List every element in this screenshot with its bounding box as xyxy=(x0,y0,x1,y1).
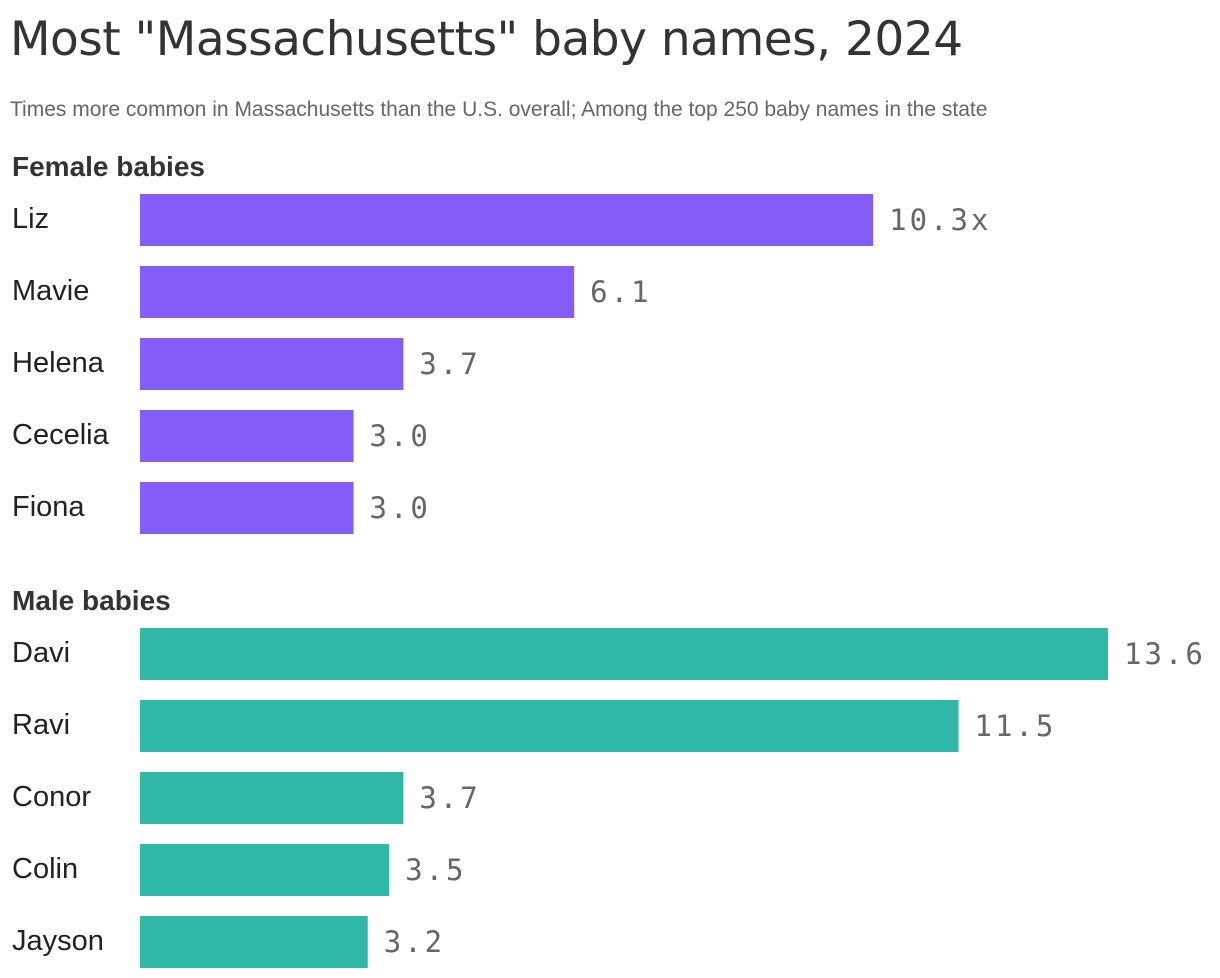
bar xyxy=(140,628,1108,680)
category-label: Ravi xyxy=(12,709,70,741)
value-label: 6.1 xyxy=(590,275,651,309)
value-label: 3.7 xyxy=(419,781,480,815)
bar xyxy=(140,772,404,824)
group-title: Male babies xyxy=(12,585,171,616)
category-label: Cecelia xyxy=(12,419,110,451)
category-label: Liz xyxy=(12,203,49,235)
category-label: Mavie xyxy=(12,275,89,307)
bar xyxy=(140,410,354,462)
bar xyxy=(140,266,575,318)
group-title: Female babies xyxy=(12,151,205,182)
category-label: Jayson xyxy=(12,925,104,957)
category-label: Fiona xyxy=(12,491,85,523)
chart-title: Most "Massachusetts" baby names, 2024 xyxy=(10,12,963,67)
bar-group-1: Male babies Davi 13.6 Ravi 11.5 Conor 3.7 Colin… xyxy=(12,585,1206,968)
bar xyxy=(140,700,959,752)
bar xyxy=(140,194,874,246)
bar xyxy=(140,338,404,390)
category-label: Davi xyxy=(12,637,70,669)
bar xyxy=(140,916,368,968)
chart-subtitle: Times more common in Massachusetts than … xyxy=(10,98,988,121)
value-label: 3.2 xyxy=(384,925,445,959)
value-label: 3.5 xyxy=(405,853,466,887)
category-label: Colin xyxy=(12,853,78,885)
bar xyxy=(140,844,390,896)
category-label: Helena xyxy=(12,347,105,379)
value-label: 13.6 xyxy=(1124,637,1206,671)
bar-group-0: Female babies Liz 10.3x Mavie 6.1 Helena 3.7 Ce… xyxy=(12,151,991,534)
bar xyxy=(140,482,354,534)
category-label: Conor xyxy=(12,781,91,813)
value-label: 3.7 xyxy=(419,347,480,381)
value-label: 3.0 xyxy=(370,419,431,453)
value-label: 10.3x xyxy=(889,203,991,237)
value-label: 11.5 xyxy=(975,709,1057,743)
value-label: 3.0 xyxy=(370,491,431,525)
